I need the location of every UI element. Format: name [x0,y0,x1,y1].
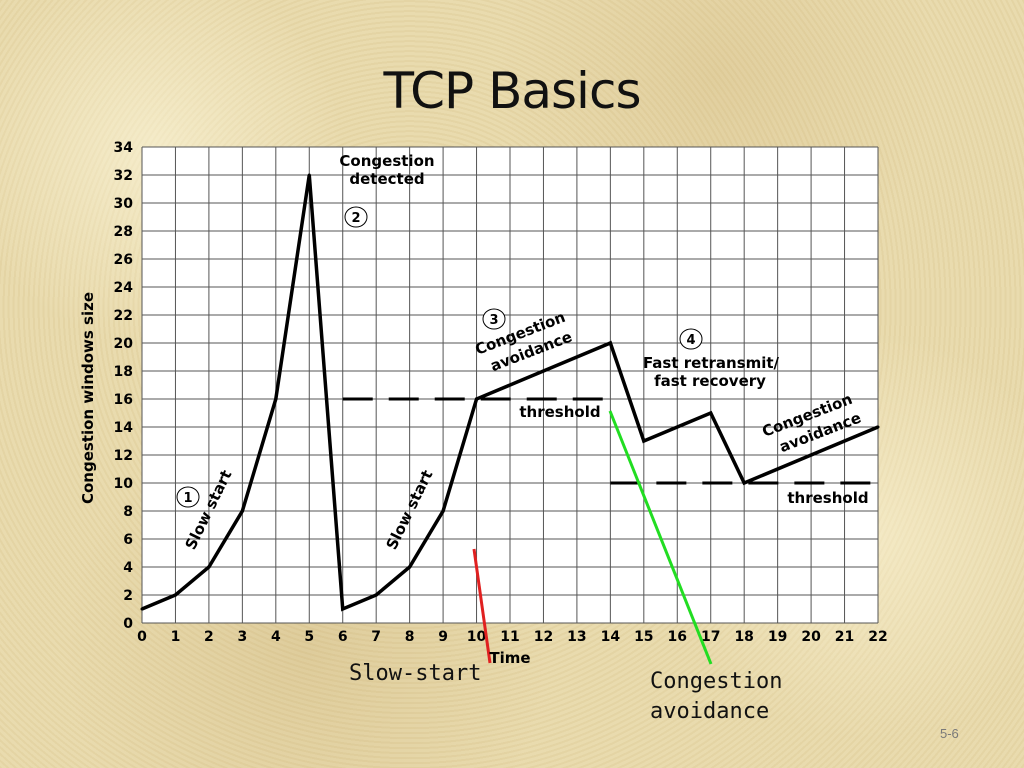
data-point [441,509,445,513]
marker-2-label: 2 [351,211,360,226]
slow-start-pointer [472,548,492,664]
marker-1: 1 [176,486,200,508]
data-point [240,509,244,513]
x-tick-label: 14 [601,629,621,645]
y-tick-label: 32 [114,168,133,184]
y-tick-label: 34 [114,140,134,156]
x-tick-label: 4 [271,629,281,645]
x-tick-label: 19 [768,629,787,645]
x-tick-label: 0 [137,629,147,645]
data-point [374,593,378,597]
data-point [475,397,479,401]
y-tick-label: 18 [114,364,133,380]
y-tick-label: 24 [114,280,134,296]
y-axis-label: Congestion windows size [79,292,97,504]
slow-start-caption: Slow-start [349,661,482,686]
y-tick-label: 2 [123,588,133,604]
x-tick-label: 10 [467,629,487,645]
pointer-lines [472,410,713,665]
data-point [207,565,211,569]
x-tick-label: 8 [405,629,415,645]
data-point [341,607,345,611]
threshold-label-2: threshold [787,489,868,507]
y-tick-label: 30 [114,196,134,212]
data-point [876,425,880,429]
y-tick-label: 10 [114,476,134,492]
y-tick-label: 20 [114,336,134,352]
fast-retransmit-line1: Fast retransmit/ [643,354,780,372]
y-tick-label: 8 [123,504,133,520]
x-tick-label: 21 [835,629,854,645]
congestion-detected-line2: detected [349,170,424,188]
data-point [608,341,612,345]
x-tick-label: 17 [701,629,720,645]
x-tick-label: 9 [438,629,448,645]
y-tick-label: 28 [114,224,133,240]
x-tick-label: 5 [304,629,314,645]
y-tick-label: 6 [123,532,133,548]
y-tick-label: 4 [123,560,133,576]
data-point [709,411,713,415]
data-point [307,173,311,177]
marker-3-label: 3 [489,313,498,328]
marker-1-label: 1 [183,491,192,506]
x-tick-label: 15 [634,629,653,645]
data-point [274,397,278,401]
fast-retransmit-line2: fast recovery [654,372,766,390]
y-tick-label: 26 [114,252,133,268]
marker-4: 4 [679,328,703,350]
x-tick-label: 1 [171,629,181,645]
data-point [408,565,412,569]
x-tick-label: 12 [534,629,553,645]
x-tick-label: 11 [500,629,519,645]
x-tick-label: 20 [801,629,821,645]
x-tick-label: 6 [338,629,348,645]
congestion-avoidance-pointer [608,410,713,665]
series-group [140,173,880,612]
series-line [141,174,879,612]
x-tick-label: 22 [868,629,887,645]
marker-2: 2 [344,206,368,228]
x-tick-label: 3 [237,629,247,645]
data-point [140,607,144,611]
data-point [742,481,746,485]
x-tick-label: 18 [734,629,753,645]
slide-title: TCP Basics [383,62,642,120]
page-number: 5-6 [940,726,959,741]
y-tick-label: 0 [123,616,133,632]
x-axis-label: Time [489,649,530,667]
x-tick-label: 7 [371,629,381,645]
threshold-label-1: threshold [519,403,600,421]
congestion-detected-line1: Congestion [339,152,434,170]
congestion-avoidance-caption-line1: Congestion [650,669,783,694]
x-tick-label: 16 [668,629,687,645]
congestion-avoidance-caption-line2: avoidance [650,699,770,724]
data-point [173,593,177,597]
y-tick-label: 14 [114,420,134,436]
x-tick-label: 13 [567,629,586,645]
congestion-avoidance-caption: Congestion avoidance [650,667,830,727]
y-tick-label: 22 [114,308,133,324]
marker-3: 3 [482,308,506,330]
x-tick-label: 2 [204,629,214,645]
y-tick-label: 16 [114,392,133,408]
data-point [642,439,646,443]
x-tick-labels: 0 1 2 3 4 5 6 7 8 9 10 11 12 13 14 15 16 17 18 19 20 21 22 [137,629,888,645]
marker-4-label: 4 [686,333,695,348]
y-tick-label: 12 [114,448,133,464]
